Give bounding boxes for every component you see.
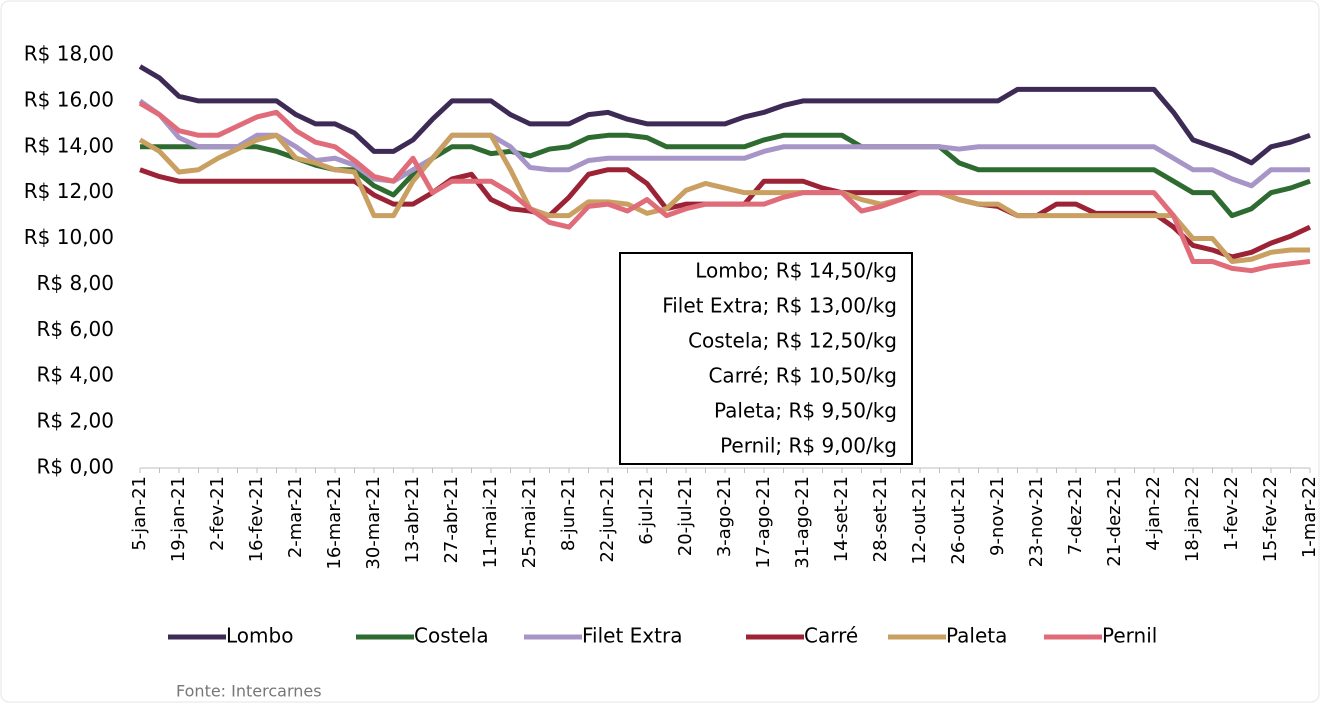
x-tick-label: 11-mai-21 (480, 476, 501, 568)
line-series (138, 64, 1311, 166)
y-tick-label: R$ 6,00 (36, 317, 114, 341)
x-tick-label: 16-mar-21 (324, 476, 345, 570)
y-tick-label: R$ 14,00 (24, 133, 114, 157)
line-series (138, 101, 1311, 274)
legend-item: Lombo (168, 624, 293, 648)
x-tick-label: 30-mar-21 (363, 476, 384, 570)
x-tick-label: 28-set-21 (870, 476, 891, 562)
x-tick-label: 31-ago-21 (792, 476, 813, 569)
annotation: Lombo; R$ 14,50/kg (695, 259, 897, 283)
annotation: Paleta; R$ 9,50/kg (714, 399, 897, 423)
y-tick-label: R$ 0,00 (36, 455, 114, 479)
y-tick-label: R$ 8,00 (36, 271, 114, 295)
x-tick-label: 5-jan-21 (129, 476, 150, 551)
y-tick-label: R$ 10,00 (24, 225, 114, 249)
x-tick-label: 23-nov-21 (1026, 476, 1047, 567)
annotation-box (619, 252, 913, 465)
x-tick-label: 27-abr-21 (441, 476, 462, 564)
legend-item: Pernil (1044, 624, 1157, 648)
x-tick-label: 17-ago-21 (753, 476, 774, 569)
legend-label: Pernil (1102, 624, 1157, 648)
line-series (138, 98, 1310, 189)
x-tick-label: 16-fev-21 (246, 476, 267, 562)
x-tick-label: 6-jul-21 (636, 476, 657, 545)
x-tick-label: 21-dez-21 (1104, 476, 1125, 567)
legend-item: Paleta (888, 624, 1007, 648)
x-tick-label: 20-jul-21 (675, 476, 696, 556)
x-tick-label: 7-dez-21 (1065, 476, 1086, 555)
x-tick-label: 9-nov-21 (987, 476, 1008, 556)
source: Fonte: Intercarnes (176, 682, 322, 701)
annotation: Pernil; R$ 9,00/kg (720, 434, 897, 458)
legend-label: Paleta (946, 624, 1007, 648)
legend-label: Carré (804, 624, 858, 648)
x-tick-label: 2-fev-21 (207, 476, 228, 551)
x-tick-label: 12-out-21 (909, 476, 930, 565)
x-tick-label: 18-jan-22 (1182, 476, 1203, 562)
x-tick-label: 26-out-21 (948, 476, 969, 565)
y-tick-label: R$ 12,00 (24, 179, 114, 203)
legend-item: Filet Extra (524, 624, 682, 648)
y-tick-label: R$ 2,00 (36, 409, 114, 433)
x-tick-label: 19-jan-21 (168, 476, 189, 562)
x-tick-label: 1-fev-22 (1221, 476, 1242, 551)
x-tick-label: 3-ago-21 (714, 476, 735, 557)
legend-item: Costela (356, 624, 489, 648)
y-tick-label: R$ 16,00 (24, 87, 114, 111)
legend-item: Carré (746, 624, 858, 648)
y-tick-label: R$ 18,00 (24, 42, 114, 66)
legend-label: Costela (414, 624, 489, 648)
annotation: Carré; R$ 10,50/kg (708, 364, 897, 388)
legend-label: Filet Extra (582, 624, 682, 648)
y-tick-label: R$ 4,00 (36, 363, 114, 387)
x-tick-label: 1-mar-22 (1299, 476, 1320, 558)
x-tick-label: 22-jun-21 (597, 476, 618, 563)
x-tick-label: 15-fev-22 (1260, 476, 1281, 562)
x-tick-label: 25-mai-21 (519, 476, 540, 568)
x-tick-label: 4-jan-22 (1143, 476, 1164, 551)
x-tick-label: 2-mar-21 (285, 476, 306, 558)
x-tick-label: 14-set-21 (831, 476, 852, 562)
line-series (138, 132, 1310, 264)
x-tick-label: 8-jun-21 (558, 476, 579, 551)
legend-label: Lombo (226, 624, 293, 648)
annotation: Costela; R$ 12,50/kg (688, 329, 897, 353)
annotation: Filet Extra; R$ 13,00/kg (662, 294, 897, 318)
x-tick-label: 13-abr-21 (402, 476, 423, 564)
